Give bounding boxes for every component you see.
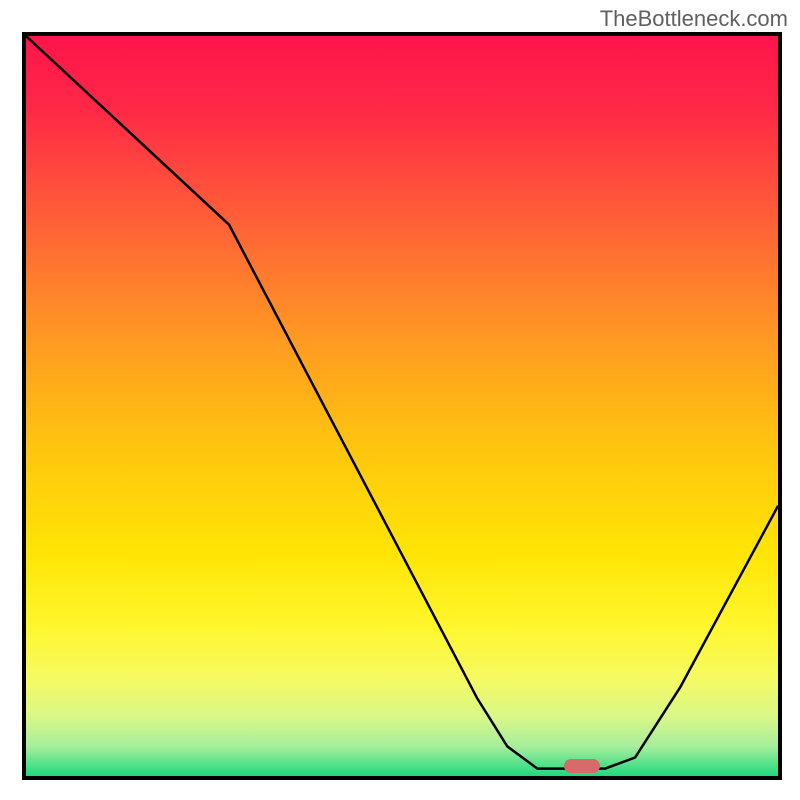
bottleneck-chart: TheBottleneck.com [0,0,800,800]
optimal-marker [564,759,600,773]
watermark-text: TheBottleneck.com [600,6,788,32]
bottleneck-curve [26,36,778,776]
plot-area [22,32,782,780]
